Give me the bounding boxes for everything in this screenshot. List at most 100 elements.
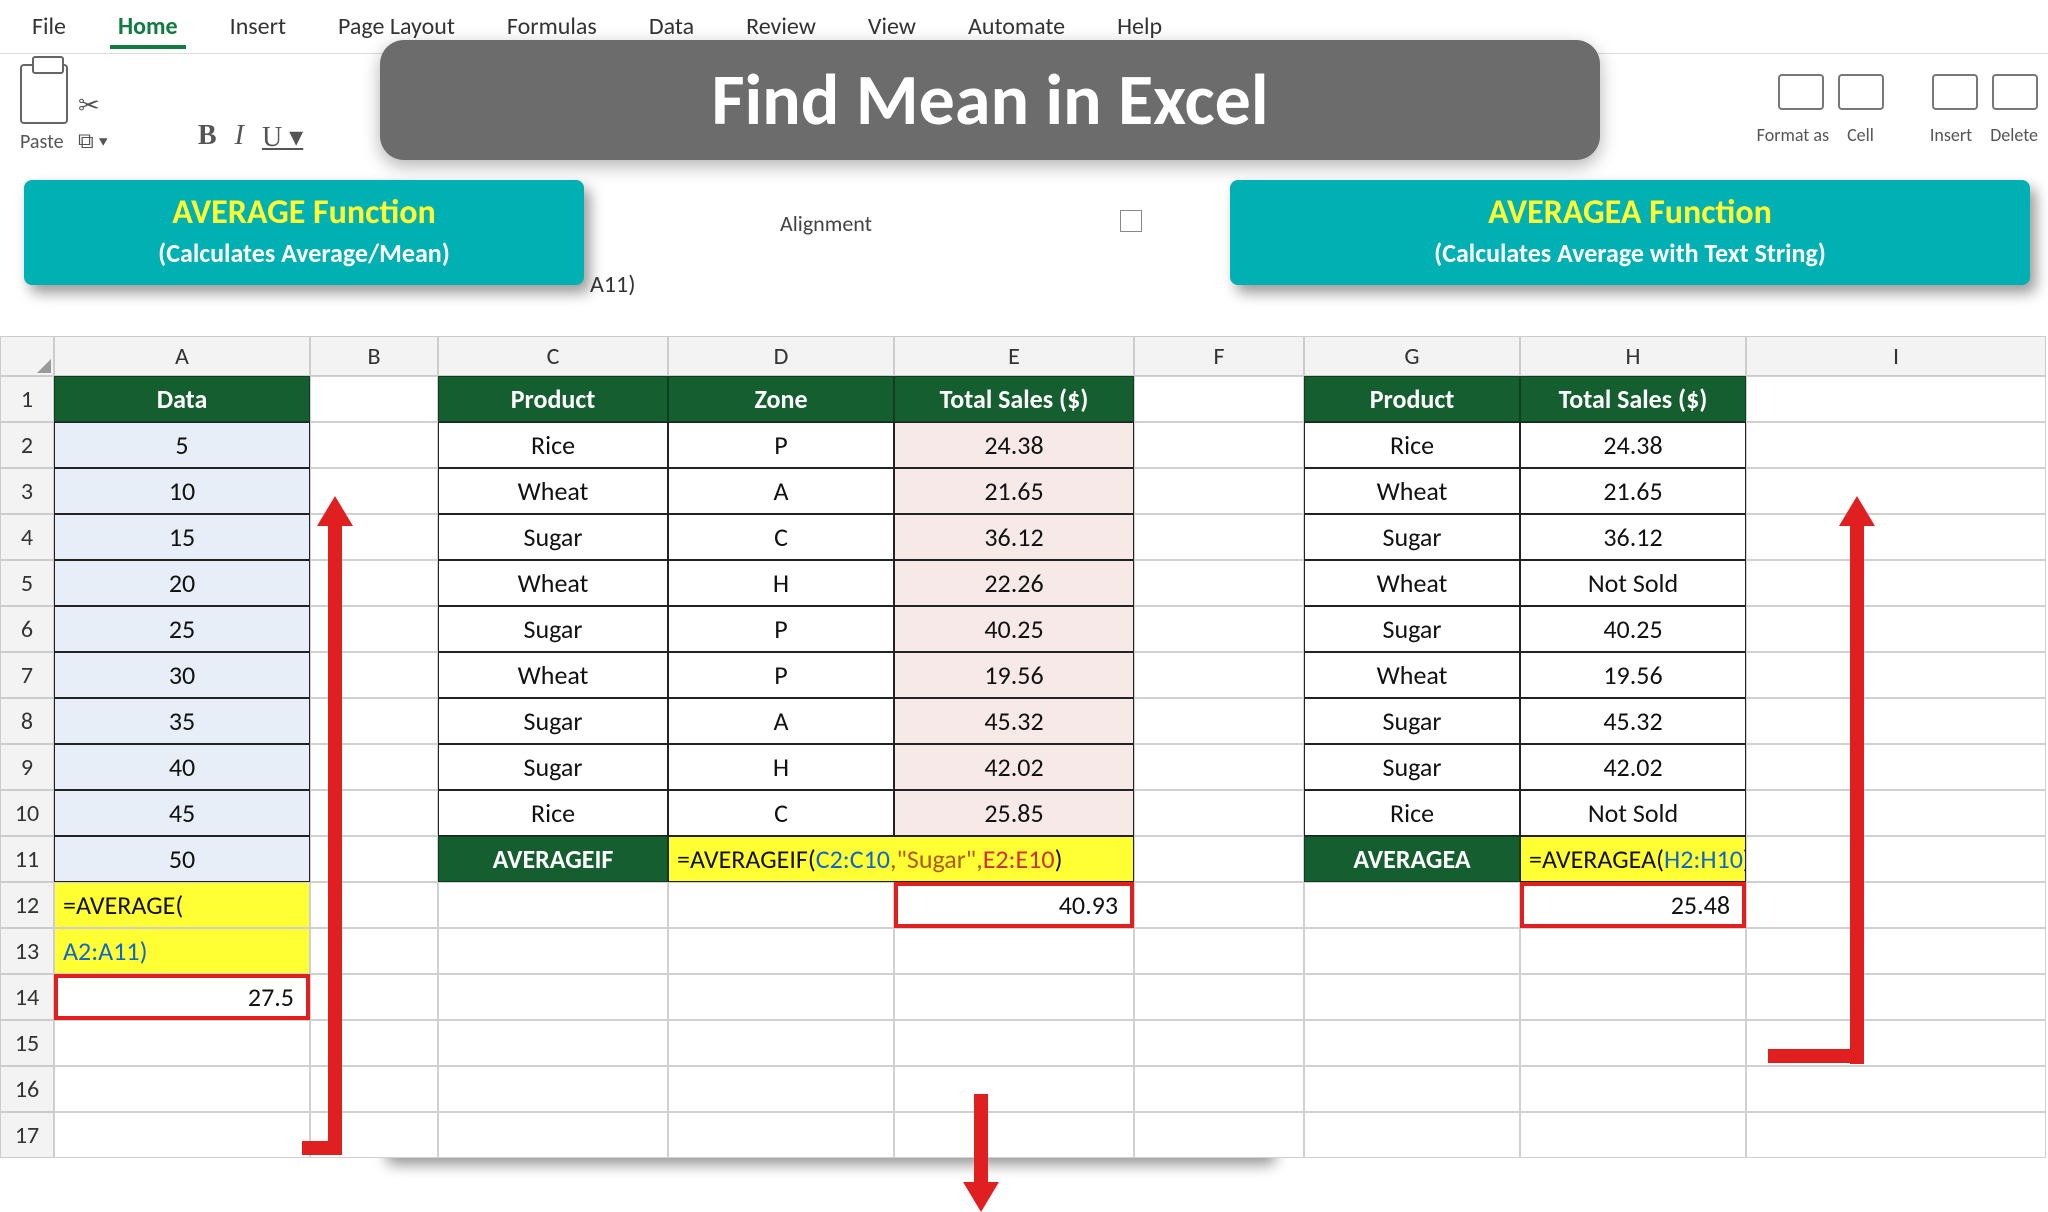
cell-D14[interactable] <box>668 974 894 1020</box>
cell-C8[interactable]: Sugar <box>438 698 668 744</box>
row-15[interactable]: 15 <box>0 1020 54 1066</box>
cell-E4[interactable]: 36.12 <box>894 514 1134 560</box>
row-2[interactable]: 2 <box>0 422 54 468</box>
averageif-result[interactable]: 40.93 <box>894 882 1134 928</box>
cell-D17[interactable] <box>668 1112 894 1158</box>
cell-D7[interactable]: P <box>668 652 894 698</box>
cell-A3[interactable]: 10 <box>54 468 310 514</box>
cell-H5[interactable]: Not Sold <box>1520 560 1746 606</box>
cell-C14[interactable] <box>438 974 668 1020</box>
cell-H2[interactable]: 24.38 <box>1520 422 1746 468</box>
cell-I14[interactable] <box>1746 974 2046 1020</box>
cell-H15[interactable] <box>1520 1020 1746 1066</box>
cell-H13[interactable] <box>1520 928 1746 974</box>
cell-I5[interactable] <box>1746 560 2046 606</box>
cell-E16[interactable] <box>894 1066 1134 1112</box>
cell-G7[interactable]: Wheat <box>1304 652 1520 698</box>
cell-E5[interactable]: 22.26 <box>894 560 1134 606</box>
cell-A4[interactable]: 15 <box>54 514 310 560</box>
averagea-result[interactable]: 25.48 <box>1520 882 1746 928</box>
row-4[interactable]: 4 <box>0 514 54 560</box>
insert-cells-icon[interactable] <box>1932 74 1978 110</box>
row-17[interactable]: 17 <box>0 1112 54 1158</box>
row-10[interactable]: 10 <box>0 790 54 836</box>
cell-C17[interactable] <box>438 1112 668 1158</box>
cell-C7[interactable]: Wheat <box>438 652 668 698</box>
cell-A16[interactable] <box>54 1066 310 1112</box>
cell-F8[interactable] <box>1134 698 1304 744</box>
cell-F10[interactable] <box>1134 790 1304 836</box>
col-G[interactable]: G <box>1304 336 1520 376</box>
cell-I10[interactable] <box>1746 790 2046 836</box>
cell-I8[interactable] <box>1746 698 2046 744</box>
row-8[interactable]: 8 <box>0 698 54 744</box>
cell-G12[interactable] <box>1304 882 1520 928</box>
cell-C13[interactable] <box>438 928 668 974</box>
cut-icon[interactable]: ✂ <box>78 89 108 121</box>
cell-I11[interactable] <box>1746 836 2046 882</box>
dialog-launcher-icon[interactable] <box>1120 210 1142 232</box>
tableA-header[interactable]: Data <box>54 376 310 422</box>
cell-H8[interactable]: 45.32 <box>1520 698 1746 744</box>
cell-E9[interactable]: 42.02 <box>894 744 1134 790</box>
cell-B1[interactable] <box>310 376 438 422</box>
cell-G4[interactable]: Sugar <box>1304 514 1520 560</box>
row-6[interactable]: 6 <box>0 606 54 652</box>
cell-I4[interactable] <box>1746 514 2046 560</box>
cell-A6[interactable]: 25 <box>54 606 310 652</box>
cell-D16[interactable] <box>668 1066 894 1112</box>
row-12[interactable]: 12 <box>0 882 54 928</box>
cell-F14[interactable] <box>1134 974 1304 1020</box>
cell-A9[interactable]: 40 <box>54 744 310 790</box>
cell-F4[interactable] <box>1134 514 1304 560</box>
copy-icon[interactable]: ⧉ ▾ <box>78 127 108 154</box>
cell-E7[interactable]: 19.56 <box>894 652 1134 698</box>
cell-G10[interactable]: Rice <box>1304 790 1520 836</box>
cell-I6[interactable] <box>1746 606 2046 652</box>
cell-E15[interactable] <box>894 1020 1134 1066</box>
tableGH-header-sales[interactable]: Total Sales ($) <box>1520 376 1746 422</box>
cell-F11[interactable] <box>1134 836 1304 882</box>
cell-H9[interactable]: 42.02 <box>1520 744 1746 790</box>
cell-A11[interactable]: 50 <box>54 836 310 882</box>
cell-I1[interactable] <box>1746 376 2046 422</box>
cell-I2[interactable] <box>1746 422 2046 468</box>
row-1[interactable]: 1 <box>0 376 54 422</box>
cell-E14[interactable] <box>894 974 1134 1020</box>
cell-F16[interactable] <box>1134 1066 1304 1112</box>
cell-G15[interactable] <box>1304 1020 1520 1066</box>
cell-F2[interactable] <box>1134 422 1304 468</box>
cell-D3[interactable]: A <box>668 468 894 514</box>
cell-C15[interactable] <box>438 1020 668 1066</box>
cell-G16[interactable] <box>1304 1066 1520 1112</box>
cell-A8[interactable]: 35 <box>54 698 310 744</box>
tab-insert[interactable]: Insert <box>222 8 294 49</box>
cell-A2[interactable]: 5 <box>54 422 310 468</box>
format-as-table-icon[interactable] <box>1778 74 1824 110</box>
cell-F12[interactable] <box>1134 882 1304 928</box>
tab-file[interactable]: File <box>24 8 74 49</box>
row-7[interactable]: 7 <box>0 652 54 698</box>
cell-E13[interactable] <box>894 928 1134 974</box>
cell-D15[interactable] <box>668 1020 894 1066</box>
cell-C2[interactable]: Rice <box>438 422 668 468</box>
col-I[interactable]: I <box>1746 336 2046 376</box>
tableCDE-header-sales[interactable]: Total Sales ($) <box>894 376 1134 422</box>
col-C[interactable]: C <box>438 336 668 376</box>
cell-I9[interactable] <box>1746 744 2046 790</box>
cell-F6[interactable] <box>1134 606 1304 652</box>
select-all-corner[interactable] <box>0 336 54 376</box>
col-H[interactable]: H <box>1520 336 1746 376</box>
cell-E17[interactable] <box>894 1112 1134 1158</box>
cell-F5[interactable] <box>1134 560 1304 606</box>
cell-I3[interactable] <box>1746 468 2046 514</box>
col-E[interactable]: E <box>894 336 1134 376</box>
cell-C12[interactable] <box>438 882 668 928</box>
row-3[interactable]: 3 <box>0 468 54 514</box>
cell-G13[interactable] <box>1304 928 1520 974</box>
cell-A10[interactable]: 45 <box>54 790 310 836</box>
cell-F13[interactable] <box>1134 928 1304 974</box>
cell-H3[interactable]: 21.65 <box>1520 468 1746 514</box>
cell-F3[interactable] <box>1134 468 1304 514</box>
col-D[interactable]: D <box>668 336 894 376</box>
